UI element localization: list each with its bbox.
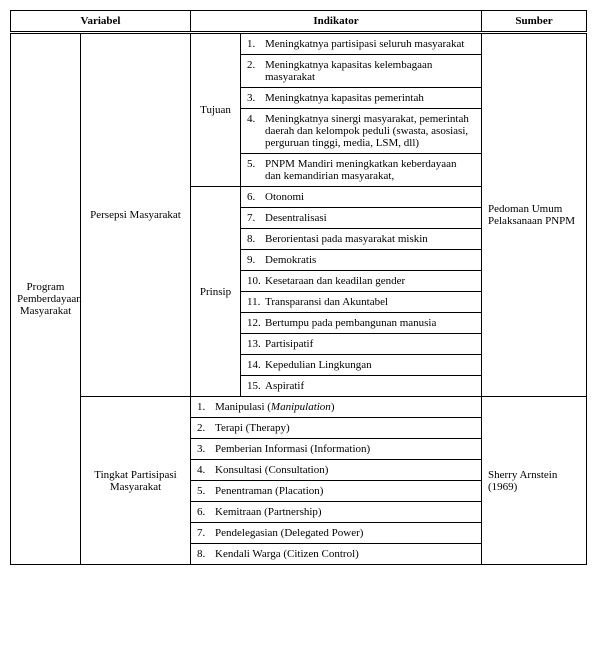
cell-variabel-program: Program Pemberdayaan Masyarakat	[11, 33, 81, 565]
item-text: Transparansi dan Akuntabel	[265, 296, 475, 308]
item-number: 5.	[197, 485, 215, 497]
cell-prinsip: Prinsip	[191, 187, 241, 397]
item-text: Kepedulian Lingkungan	[265, 359, 475, 371]
item-text: Desentralisasi	[265, 212, 475, 224]
cell-indikator: 1.Meningkatnya partisipasi seluruh masya…	[241, 33, 482, 55]
item-text: PNPM Mandiri meningkatkan keberdayaan da…	[265, 158, 475, 182]
item-number: 4.	[247, 113, 265, 149]
cell-tujuan: Tujuan	[191, 33, 241, 187]
cell-indikator: 6.Kemitraan (Partnership)	[191, 502, 482, 523]
item-text: Demokratis	[265, 254, 475, 266]
main-table: Variabel Indikator Sumber Program Pember…	[10, 10, 587, 565]
header-variabel: Variabel	[11, 11, 191, 33]
cell-indikator: 13.Partisipatif	[241, 334, 482, 355]
item-number: 13.	[247, 338, 265, 350]
item-text: Aspiratif	[265, 380, 475, 392]
cell-indikator: 4.Meningkatnya sinergi masyarakat, pemer…	[241, 109, 482, 154]
item-text: Kesetaraan dan keadilan gender	[265, 275, 475, 287]
item-number: 8.	[247, 233, 265, 245]
cell-indikator: 7.Desentralisasi	[241, 208, 482, 229]
item-text-italic: Manipulation	[271, 401, 331, 413]
table-row: Program Pemberdayaan Masyarakat Persepsi…	[11, 33, 587, 55]
cell-sumber-pnpm: Pedoman Umum Pelaksanaan PNPM	[482, 33, 587, 397]
cell-indikator: 14.Kepedulian Lingkungan	[241, 355, 482, 376]
item-text: Partisipatif	[265, 338, 475, 350]
item-number: 11.	[247, 296, 265, 308]
item-number: 12.	[247, 317, 265, 329]
cell-indikator: 1. Manipulasi (Manipulation)	[191, 397, 482, 418]
item-number: 3.	[247, 92, 265, 104]
item-text-part: )	[331, 401, 335, 413]
item-number: 7.	[197, 527, 215, 539]
cell-indikator: 2.Terapi (Therapy)	[191, 418, 482, 439]
cell-sumber-arnstein: Sherry Arnstein (1969)	[482, 397, 587, 565]
item-number: 6.	[247, 191, 265, 203]
item-text: Pemberian Informasi (Information)	[215, 443, 475, 455]
cell-indikator: 9.Demokratis	[241, 250, 482, 271]
item-text: Pendelegasian (Delegated Power)	[215, 527, 475, 539]
item-number: 1.	[197, 401, 215, 413]
item-number: 1.	[247, 38, 265, 50]
item-text: Meningkatnya kapasitas pemerintah	[265, 92, 475, 104]
cell-indikator: 12.Bertumpu pada pembangunan manusia	[241, 313, 482, 334]
item-number: 2.	[247, 59, 265, 83]
item-number: 3.	[197, 443, 215, 455]
item-text: Meningkatnya sinergi masyarakat, pemerin…	[265, 113, 475, 149]
cell-indikator: 5.Penentraman (Placation)	[191, 481, 482, 502]
item-text: Terapi (Therapy)	[215, 422, 475, 434]
item-text: Bertumpu pada pembangunan manusia	[265, 317, 475, 329]
cell-persepsi: Persepsi Masyarakat	[81, 33, 191, 397]
cell-indikator: 15.Aspiratif	[241, 376, 482, 397]
cell-indikator: 7.Pendelegasian (Delegated Power)	[191, 523, 482, 544]
item-text: Penentraman (Placation)	[215, 485, 475, 497]
item-number: 7.	[247, 212, 265, 224]
cell-indikator: 10.Kesetaraan dan keadilan gender	[241, 271, 482, 292]
cell-indikator: 4.Konsultasi (Consultation)	[191, 460, 482, 481]
cell-indikator: 6.Otonomi	[241, 187, 482, 208]
item-text: Manipulasi (Manipulation)	[215, 401, 475, 413]
item-number: 8.	[197, 548, 215, 560]
item-text: Meningkatnya partisipasi seluruh masyara…	[265, 38, 475, 50]
cell-indikator: 2.Meningkatnya kapasitas kelembagaan mas…	[241, 55, 482, 88]
item-text: Otonomi	[265, 191, 475, 203]
item-number: 5.	[247, 158, 265, 182]
item-text: Meningkatnya kapasitas kelembagaan masya…	[265, 59, 475, 83]
cell-indikator: 8.Kendali Warga (Citizen Control)	[191, 544, 482, 565]
item-text: Konsultasi (Consultation)	[215, 464, 475, 476]
item-text: Kemitraan (Partnership)	[215, 506, 475, 518]
header-sumber: Sumber	[482, 11, 587, 33]
item-number: 2.	[197, 422, 215, 434]
item-number: 10.	[247, 275, 265, 287]
item-number: 15.	[247, 380, 265, 392]
cell-partisipasi: Tingkat Partisipasi Masyarakat	[81, 397, 191, 565]
header-indikator: Indikator	[191, 11, 482, 33]
table-row: Tingkat Partisipasi Masyarakat 1. Manipu…	[11, 397, 587, 418]
item-text-part: Manipulasi (	[215, 401, 271, 413]
cell-indikator: 3.Meningkatnya kapasitas pemerintah	[241, 88, 482, 109]
cell-indikator: 3.Pemberian Informasi (Information)	[191, 439, 482, 460]
header-row: Variabel Indikator Sumber	[11, 11, 587, 33]
cell-indikator: 11.Transparansi dan Akuntabel	[241, 292, 482, 313]
item-number: 6.	[197, 506, 215, 518]
cell-indikator: 5.PNPM Mandiri meningkatkan keberdayaan …	[241, 154, 482, 187]
item-number: 14.	[247, 359, 265, 371]
item-number: 4.	[197, 464, 215, 476]
item-text: Kendali Warga (Citizen Control)	[215, 548, 475, 560]
item-text: Berorientasi pada masyarakat miskin	[265, 233, 475, 245]
cell-indikator: 8.Berorientasi pada masyarakat miskin	[241, 229, 482, 250]
item-number: 9.	[247, 254, 265, 266]
